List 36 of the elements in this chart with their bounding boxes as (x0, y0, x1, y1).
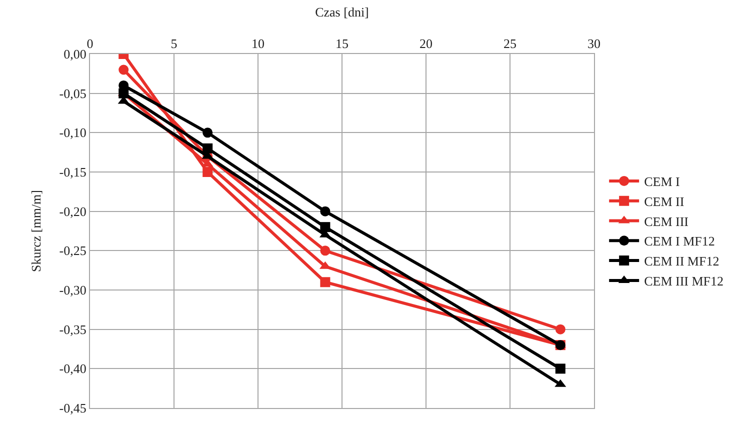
x-tick-label: 15 (336, 36, 348, 51)
point (320, 222, 330, 232)
y-tick-label: -0,30 (59, 282, 86, 298)
point (202, 143, 213, 154)
legend-label: CEM II MF12 (644, 254, 720, 269)
y-tick-label: -0,35 (59, 322, 86, 337)
y-tick-label: -0,25 (59, 243, 86, 258)
x-tick-label: 10 (252, 36, 264, 51)
y-tick-label: 0,00 (64, 46, 86, 62)
x-tick-label: 25 (504, 36, 516, 51)
legend-label: CEM III (644, 214, 688, 229)
legend-label: CEM II (644, 194, 684, 209)
point (118, 88, 129, 98)
x-tick-label: 0 (86, 36, 94, 51)
legend-label: CEM III MF12 (644, 274, 724, 289)
point (555, 364, 566, 374)
y-tick-label: -0,10 (59, 125, 86, 140)
x-tick-label: 5 (170, 36, 178, 51)
y-axis-title: Skurcz [mm/m] (28, 190, 44, 272)
point (555, 324, 566, 334)
y-tick-label: -0,40 (59, 361, 86, 376)
point (202, 128, 213, 138)
point (320, 206, 330, 216)
x-tick-label: 30 (588, 36, 600, 51)
point (118, 64, 129, 75)
point (320, 246, 330, 256)
y-tick-label: -0,20 (59, 204, 86, 219)
y-tick-label: -0,15 (59, 164, 86, 180)
legend-label: CEM I (644, 174, 680, 190)
point (320, 277, 330, 288)
x-tick-label: 20 (420, 36, 432, 51)
legend-label: CEM I MF12 (644, 234, 715, 249)
y-tick-label: -0,45 (59, 400, 86, 416)
x-axis-title: Czas [dni] (315, 4, 369, 20)
y-tick-label: -0,05 (59, 86, 86, 101)
point (202, 167, 213, 177)
